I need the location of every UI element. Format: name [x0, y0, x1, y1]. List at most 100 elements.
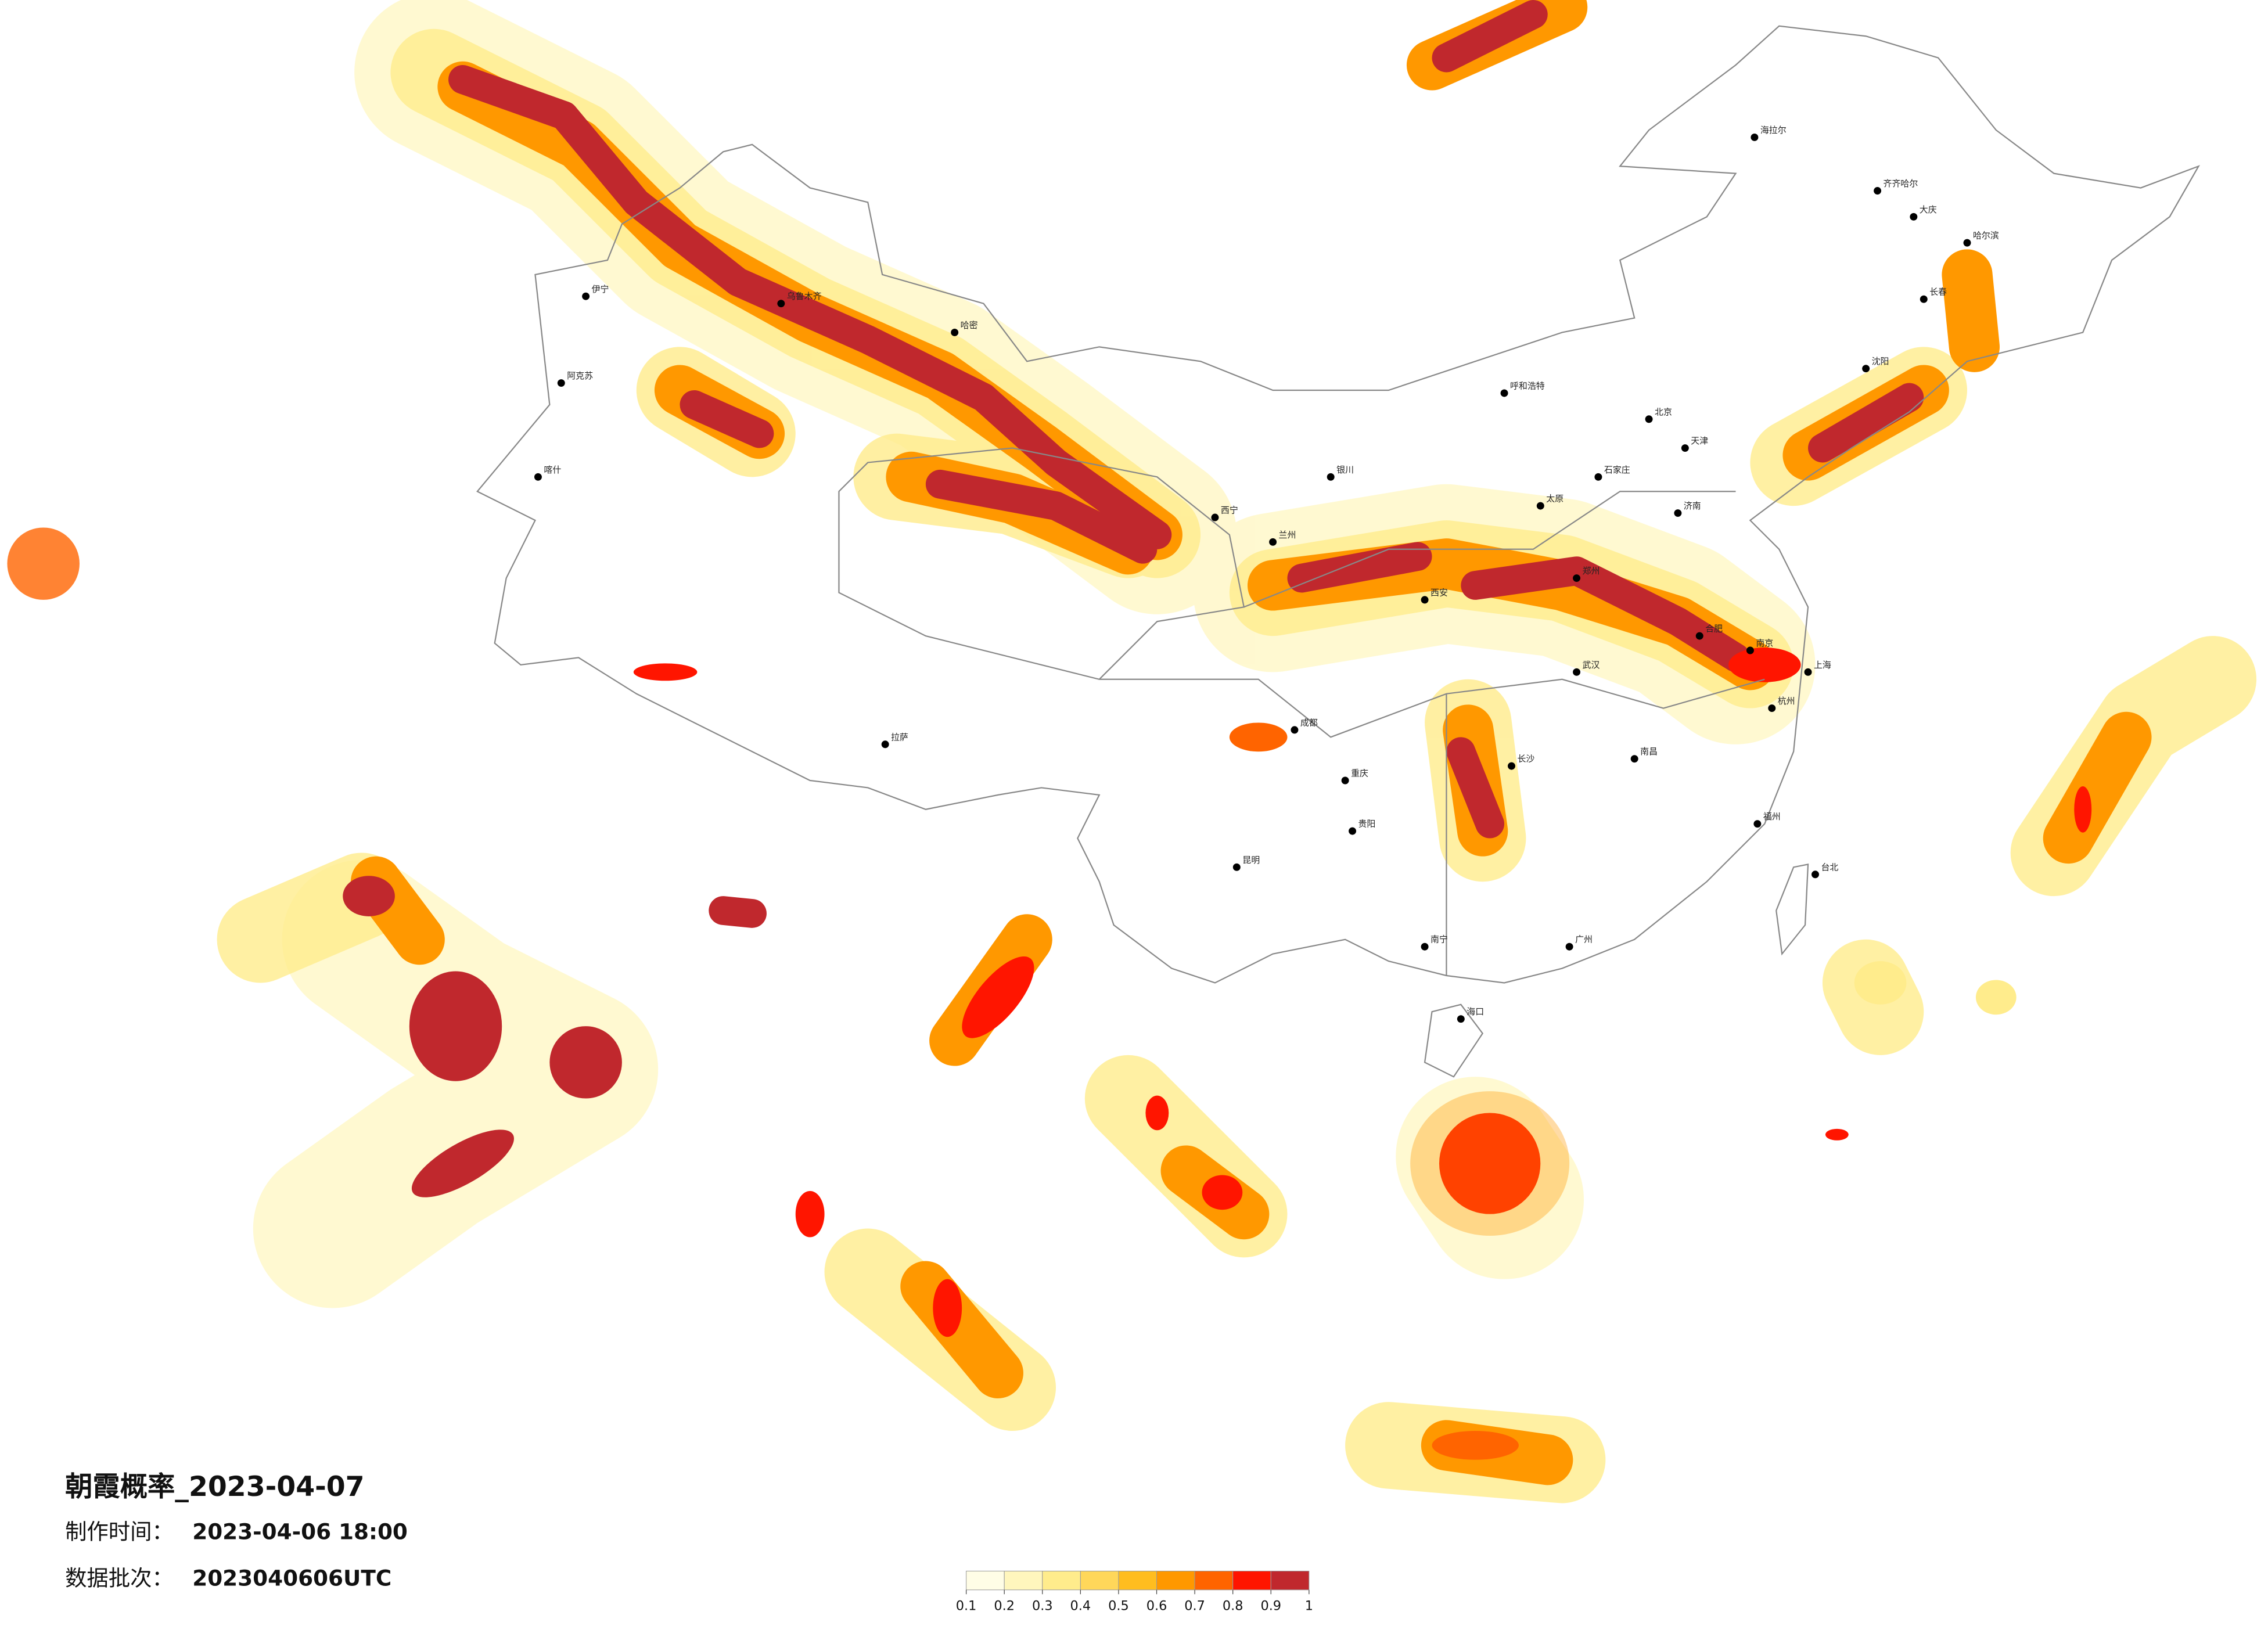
map-title: 朝霞概率_2023-04-07: [65, 1471, 365, 1503]
colorbar-segment: [1270, 1570, 1310, 1591]
city-label: 兰州: [1279, 530, 1296, 540]
colorbar-tick-label: 0.4: [1070, 1599, 1091, 1614]
city-marker: [1457, 1015, 1465, 1023]
colorbar-tick-label: 0.2: [994, 1599, 1015, 1614]
city-marker: [1291, 726, 1299, 734]
city-label: 昆明: [1242, 855, 1260, 865]
colorbar-segment: [966, 1570, 1005, 1591]
city-marker: [1211, 513, 1219, 521]
city-marker: [1508, 762, 1515, 770]
colorbar-segment: [1080, 1570, 1119, 1591]
data-batch-label: 数据批次：: [65, 1565, 174, 1591]
city-marker: [1746, 646, 1754, 654]
production-time-label: 制作时间：: [65, 1519, 174, 1545]
city-marker: [1232, 863, 1241, 871]
city-label: 上海: [1814, 660, 1831, 670]
city-marker: [881, 740, 889, 749]
city-marker: [557, 379, 565, 387]
colorbar-tick-label: 0.6: [1146, 1599, 1167, 1614]
colorbar-tick-label: 0.7: [1184, 1599, 1205, 1614]
city-label: 长春: [1929, 287, 1947, 297]
colorbar-tick-label: 0.9: [1260, 1599, 1281, 1614]
city-marker: [582, 292, 590, 300]
city-label: 武汉: [1583, 660, 1600, 670]
city-marker: [951, 328, 959, 336]
city-marker: [1630, 755, 1638, 763]
city-marker: [1768, 704, 1776, 713]
city-marker: [1695, 632, 1703, 640]
colorbar-tick-label: 0.3: [1032, 1599, 1053, 1614]
colorbar-segment: [1156, 1570, 1195, 1591]
city-label: 拉萨: [891, 732, 908, 742]
city-marker: [1573, 668, 1581, 676]
city-label: 广州: [1575, 934, 1593, 945]
city-marker: [1645, 415, 1653, 423]
city-label: 台北: [1821, 862, 1838, 872]
city-marker: [1804, 668, 1812, 676]
city-marker: [534, 473, 542, 481]
city-label: 北京: [1655, 406, 1672, 417]
city-marker: [1341, 776, 1349, 785]
city-marker: [1349, 827, 1357, 835]
colorbar-tick-label: 0.1: [956, 1599, 977, 1614]
city-label: 西安: [1430, 587, 1448, 598]
city-marker: [1536, 502, 1544, 510]
city-marker: [1811, 870, 1819, 879]
city-label: 石家庄: [1604, 465, 1630, 475]
city-marker: [1565, 942, 1573, 951]
production-time: 2023-04-06 18:00: [192, 1519, 408, 1545]
city-label: 伊宁: [592, 284, 609, 294]
colorbar-tick-label: 0.5: [1108, 1599, 1129, 1614]
city-label: 喀什: [544, 465, 561, 475]
city-label: 杭州: [1778, 696, 1795, 706]
city-label: 重庆: [1351, 768, 1368, 779]
colorbar-segment: [1004, 1570, 1043, 1591]
city-marker: [1573, 574, 1581, 582]
city-marker: [1421, 942, 1429, 951]
borders: [476, 25, 2200, 1078]
city-label: 南宁: [1430, 934, 1448, 945]
city-label: 郑州: [1583, 566, 1600, 576]
city-label: 哈尔滨: [1973, 231, 1999, 241]
city-marker: [1500, 389, 1508, 397]
city-marker: [1751, 133, 1759, 141]
city-label: 贵阳: [1358, 819, 1376, 829]
city-label: 福州: [1763, 811, 1781, 822]
colorbar: 0.1 0.2 0.3 0.4 0.5 0.6 0.7 0.8 0.9 1: [956, 1570, 1313, 1614]
city-label: 大庆: [1920, 204, 1937, 215]
city-label: 阿克苏: [567, 370, 593, 381]
city-marker: [1681, 444, 1689, 452]
city-label: 成都: [1300, 717, 1318, 728]
city-label: 乌鲁木齐: [787, 291, 822, 301]
colorbar-segment: [1232, 1570, 1271, 1591]
city-label: 沈阳: [1872, 356, 1889, 366]
city-label: 齐齐哈尔: [1884, 178, 1918, 189]
city-marker: [1269, 538, 1277, 546]
city-marker: [777, 300, 785, 308]
city-marker: [1753, 820, 1762, 828]
city-marker: [1421, 596, 1429, 604]
city-label: 合肥: [1705, 624, 1723, 634]
colorbar-tick-label: 0.8: [1223, 1599, 1243, 1614]
city-label: 银川: [1336, 465, 1354, 475]
city-label: 南京: [1756, 638, 1773, 649]
probability-field: [7, 0, 2257, 1503]
city-marker: [1327, 473, 1335, 481]
city-label: 海口: [1467, 1006, 1484, 1017]
info: 朝霞概率_2023-04-07 制作时间： 2023-04-06 18:00 数…: [65, 1471, 408, 1591]
city-marker: [1594, 473, 1602, 481]
city-label: 呼和浩特: [1510, 381, 1545, 391]
city-marker: [1874, 187, 1882, 195]
city-label: 西宁: [1221, 505, 1238, 516]
city-marker: [1862, 365, 1870, 373]
city-label: 南昌: [1640, 746, 1658, 757]
city-marker: [1910, 213, 1918, 221]
data-batch: 2023040606UTC: [192, 1565, 391, 1591]
colorbar-tick-label: 1: [1305, 1599, 1313, 1614]
city-label: 济南: [1684, 501, 1701, 511]
city-label: 长沙: [1517, 754, 1534, 764]
city-marker: [1920, 295, 1928, 303]
